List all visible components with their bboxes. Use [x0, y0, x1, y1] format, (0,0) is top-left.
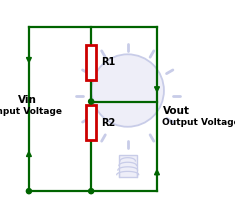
Circle shape: [89, 189, 94, 194]
Text: Vin: Vin: [18, 95, 36, 105]
Bar: [86, 105, 96, 140]
Circle shape: [26, 189, 31, 194]
Text: R1: R1: [101, 57, 115, 67]
Circle shape: [91, 54, 164, 127]
Bar: [119, 155, 137, 177]
Text: Output Voltage: Output Voltage: [162, 118, 235, 127]
Text: Input Voltage: Input Voltage: [0, 107, 62, 116]
Text: R2: R2: [101, 117, 115, 128]
Circle shape: [89, 99, 94, 104]
Bar: [86, 45, 96, 80]
Text: Vout: Vout: [162, 106, 189, 116]
